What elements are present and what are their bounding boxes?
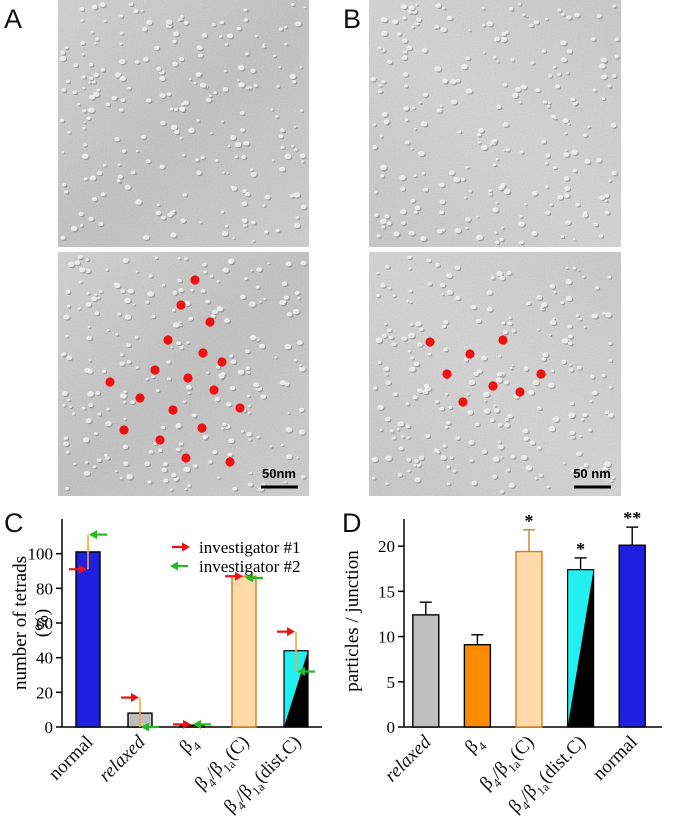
tetrad-marker-b-1: [425, 337, 435, 347]
chart-c-category-label-2: relaxed: [95, 731, 150, 786]
panel-letter-c: C: [4, 508, 24, 538]
legend-entry-1: investigator #1: [199, 538, 301, 557]
chart-d-category-label-1: relaxed: [381, 731, 436, 786]
scale-bar-a-label: 50nm: [262, 466, 296, 481]
micrograph-b-bottom: 50 nm: [369, 252, 621, 496]
legend-investigator-1-arrow: [182, 542, 190, 552]
tetrad-marker-a-6: [217, 357, 227, 367]
chart-d-y-label: particles / junction: [342, 550, 363, 692]
tetrad-marker-a-18: [225, 457, 235, 467]
chart-c-y-label: number of tetrads(%): [10, 556, 53, 690]
tetrad-marker-a-2: [176, 300, 186, 310]
chart-c-bar-3: [179, 724, 205, 728]
chart-d-category-label-5: normal: [589, 732, 642, 785]
chart-c-inv1-arrow-4: [235, 571, 243, 581]
chart-c-inv1-arrow-1: [79, 564, 87, 574]
chart-d-category-label-3: β4/β1a(C): [476, 732, 541, 797]
chart-c-inv1-arrow-2: [131, 693, 139, 703]
chart-c-y-tick-label: 60: [36, 614, 53, 633]
tetrad-marker-a-8: [183, 373, 193, 383]
panel-letter-d: D: [342, 508, 362, 538]
legend-investigator-2-arrow: [170, 561, 178, 571]
chart-d-y-tick-label: 20: [378, 537, 395, 556]
chart-d-bar-3: [515, 550, 543, 728]
chart-d-significance-4: *: [576, 539, 585, 559]
micrograph-a-top: [58, 0, 309, 247]
panel-letter-b: B: [343, 4, 361, 34]
tetrad-marker-a-1: [190, 275, 200, 285]
tetrad-marker-a-5: [198, 348, 208, 358]
chart-d-bar-1: [412, 614, 440, 728]
tetrad-marker-a-3: [205, 317, 215, 327]
tetrad-marker-b-4: [442, 369, 452, 379]
chart-c-y-tick-label: 100: [28, 545, 54, 564]
tetrad-marker-a-15: [155, 435, 165, 445]
chart-c-inv1-arrow-3: [183, 719, 191, 729]
tetrad-marker-b-3: [498, 335, 508, 345]
legend-entry-2: investigator #2: [199, 557, 301, 576]
chart-c-inv2-arrow-4: [245, 573, 253, 583]
chart-c-bar-5-shade: [284, 650, 308, 727]
chart-c-category-label-1: normal: [45, 732, 98, 785]
chart-c-bar-4: [231, 575, 257, 728]
tetrad-marker-a-4: [163, 335, 173, 345]
chart-d-y-tick-label: 15: [378, 582, 395, 601]
micrograph-a-bottom: 50nm: [58, 252, 309, 496]
chart-d-y-tick-label: 10: [378, 628, 395, 647]
tetrad-marker-a-17: [181, 453, 191, 463]
tetrad-marker-a-12: [168, 405, 178, 415]
tetrad-marker-b-2: [465, 349, 475, 359]
chart-c-inv2-arrow-2: [141, 722, 149, 732]
micrograph-b-top: [369, 0, 621, 247]
chart-c-inv1-arrow-5: [287, 627, 295, 637]
tetrad-marker-b-6: [536, 369, 546, 379]
chart-c-inv2-arrow-1: [89, 530, 97, 540]
chart-c-category-label-3: β4: [175, 732, 204, 761]
tetrad-marker-b-7: [458, 397, 468, 407]
chart-c-y-tick-label: 80: [36, 579, 53, 598]
chart-c-y-tick-label: 0: [45, 718, 54, 737]
chart-c-y-tick-label: 40: [36, 649, 53, 668]
chart-d-category-label-2: β4: [461, 732, 490, 761]
chart-d-significance-3: *: [525, 511, 534, 531]
chart-d-significance-5: **: [623, 508, 641, 528]
chart-d: 0 5 10 15 20 particles / junction relaxed β4 * β4…: [342, 508, 662, 817]
tetrad-marker-b-8: [515, 387, 525, 397]
chart-d-y-tick-label: 0: [387, 718, 396, 737]
tetrad-marker-a-7: [150, 365, 160, 375]
chart-c-y-tick-label: 20: [36, 683, 53, 702]
tetrad-marker-a-16: [197, 423, 207, 433]
tetrad-marker-a-9: [105, 377, 115, 387]
tetrad-marker-a-14: [119, 425, 129, 435]
chart-c-inv2-arrow-3: [193, 719, 201, 729]
chart-d-bar-5: [618, 544, 646, 728]
chart-d-bar-2: [463, 644, 492, 728]
chart-d-bar-4-shade: [567, 569, 594, 727]
chart-d-y-tick-label: 5: [387, 673, 396, 692]
panel-letter-a: A: [4, 4, 22, 34]
tetrad-marker-a-13: [235, 403, 245, 413]
scale-bar-b-label: 50 nm: [573, 466, 611, 481]
tetrad-marker-a-11: [135, 393, 145, 403]
tetrad-marker-b-5: [488, 381, 498, 391]
tetrad-marker-a-10: [209, 385, 219, 395]
chart-c-inv2-arrow-5: [297, 667, 305, 677]
chart-c-bar-1: [75, 551, 101, 728]
